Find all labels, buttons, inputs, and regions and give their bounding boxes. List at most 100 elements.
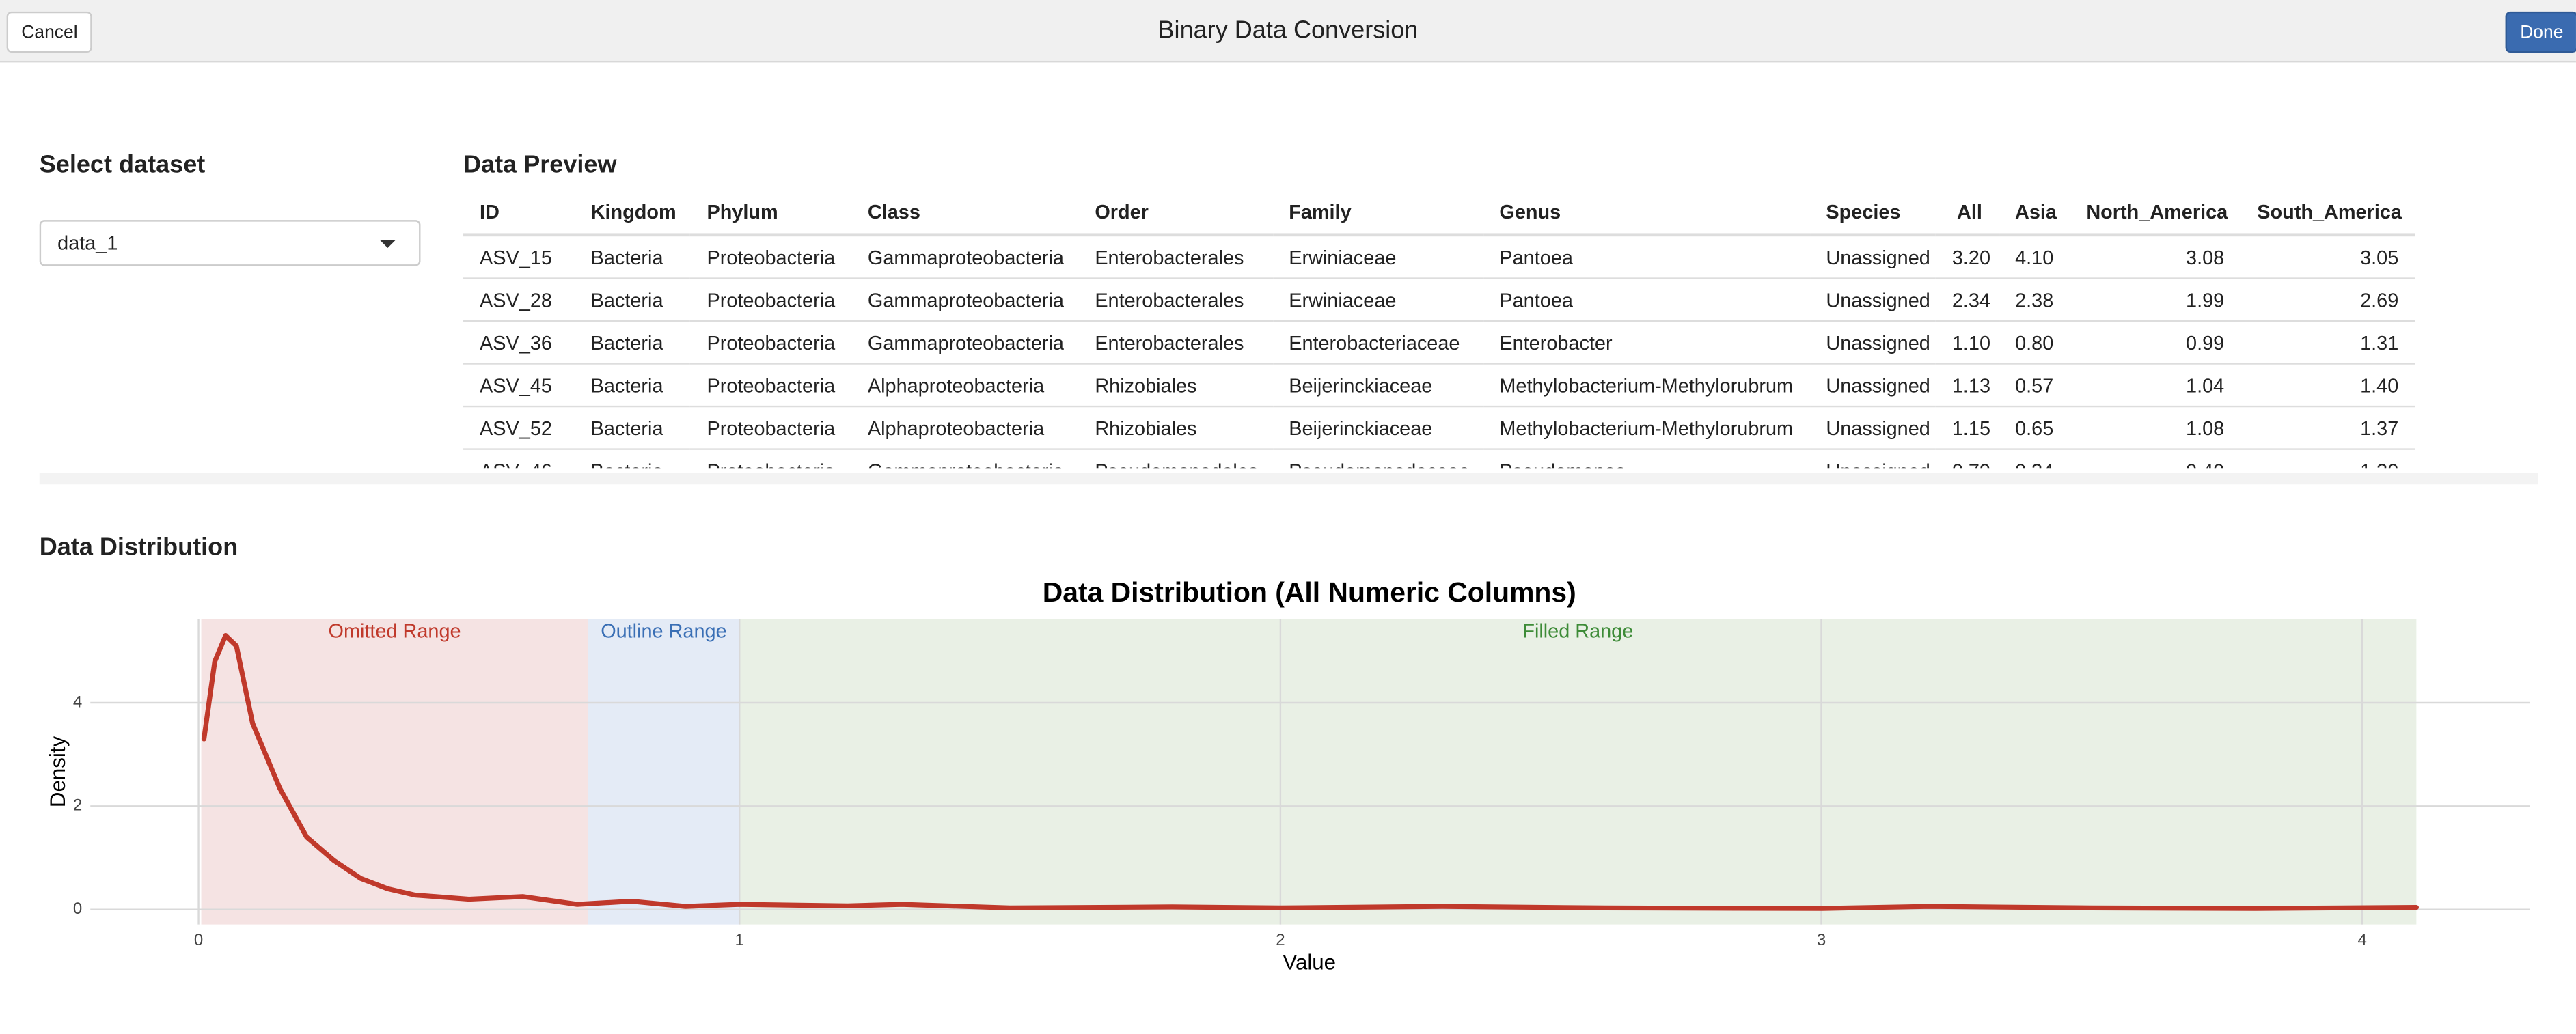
table-cell: Bacteria: [575, 321, 691, 364]
table-cell: Enterobacter: [1483, 321, 1809, 364]
preview-table: IDKingdomPhylumClassOrderFamilyGenusSpec…: [463, 191, 2415, 468]
table-cell: Bacteria: [575, 406, 691, 449]
table-cell: 2.38: [1999, 279, 2070, 322]
table-cell: Rhizobiales: [1078, 364, 1272, 407]
table-cell: 1.40: [2241, 364, 2415, 407]
range-label: Omitted Range: [329, 620, 461, 642]
table-cell: Unassigned: [1809, 449, 1935, 469]
column-header: South_America: [2241, 191, 2415, 235]
table-cell: Enterobacterales: [1078, 279, 1272, 322]
table-row: ASV_45BacteriaProteobacteriaAlphaproteob…: [463, 364, 2415, 407]
column-header: ID: [463, 191, 575, 235]
table-cell: Erwiniaceae: [1272, 279, 1483, 322]
table-cell: 0.65: [1999, 406, 2070, 449]
x-tick-label: 1: [735, 931, 744, 949]
table-cell: Rhizobiales: [1078, 406, 1272, 449]
header-row: IDKingdomPhylumClassOrderFamilyGenusSpec…: [463, 191, 2415, 235]
table-cell: ASV_28: [463, 279, 575, 322]
table-cell: Unassigned: [1809, 406, 1935, 449]
table-cell: 1.13: [1936, 364, 1999, 407]
table-cell: 1.99: [2070, 279, 2241, 322]
table-cell: 4.10: [1999, 235, 2070, 279]
table-cell: 3.20: [1936, 235, 1999, 279]
table-cell: Unassigned: [1809, 364, 1935, 407]
column-header: Species: [1809, 191, 1935, 235]
table-cell: Methylobacterium-Methylorubrum: [1483, 406, 1809, 449]
table-cell: Proteobacteria: [690, 449, 851, 469]
table-cell: ASV_46: [463, 449, 575, 469]
table-cell: 1.15: [1936, 406, 1999, 449]
chart-title: Data Distribution (All Numeric Columns): [1043, 576, 1576, 608]
select-value: data_1: [57, 232, 118, 255]
range-band: [588, 619, 740, 924]
table-cell: ASV_15: [463, 235, 575, 279]
table-cell: Bacteria: [575, 364, 691, 407]
table-cell: 0.40: [2070, 449, 2241, 469]
range-band: [739, 619, 2416, 924]
table-cell: Enterobacterales: [1078, 235, 1272, 279]
table-cell: 0.34: [1999, 449, 2070, 469]
table-row: ASV_28BacteriaProteobacteriaGammaproteob…: [463, 279, 2415, 322]
separator: [40, 473, 2538, 484]
table-cell: 2.34: [1936, 279, 1999, 322]
table-cell: Enterobacteriaceae: [1272, 321, 1483, 364]
table-cell: Gammaproteobacteria: [851, 449, 1078, 469]
table-cell: Pseudomonadaceae: [1272, 449, 1483, 469]
y-tick-label: 2: [73, 796, 82, 815]
table-cell: Erwiniaceae: [1272, 235, 1483, 279]
column-header: Phylum: [690, 191, 851, 235]
table-cell: Pseudomonas: [1483, 449, 1809, 469]
table-cell: 1.30: [2241, 449, 2415, 469]
table-cell: Gammaproteobacteria: [851, 279, 1078, 322]
range-label: Outline Range: [601, 620, 726, 642]
table-cell: Gammaproteobacteria: [851, 321, 1078, 364]
column-header: North_America: [2070, 191, 2241, 235]
column-header: Order: [1078, 191, 1272, 235]
table-cell: 3.05: [2241, 235, 2415, 279]
table-cell: Beijerinckiaceae: [1272, 364, 1483, 407]
column-header: All: [1936, 191, 1999, 235]
table-cell: 0.80: [1999, 321, 2070, 364]
table-cell: Bacteria: [575, 279, 691, 322]
y-axis-label: Density: [46, 736, 70, 808]
table-cell: Bacteria: [575, 449, 691, 469]
column-header: Genus: [1483, 191, 1809, 235]
table-cell: 3.08: [2070, 235, 2241, 279]
column-header: Family: [1272, 191, 1483, 235]
chart: Data Distribution (All Numeric Columns) …: [0, 558, 2576, 1001]
table-row: ASV_15BacteriaProteobacteriaGammaproteob…: [463, 235, 2415, 279]
table-row: ASV_52BacteriaProteobacteriaAlphaproteob…: [463, 406, 2415, 449]
x-tick-label: 4: [2358, 931, 2367, 949]
range-label: Filled Range: [1522, 620, 1633, 642]
table-cell: Pseudomonadales: [1078, 449, 1272, 469]
x-axis-label: Value: [1283, 951, 1336, 975]
table-cell: Methylobacterium-Methylorubrum: [1483, 364, 1809, 407]
table-cell: Alphaproteobacteria: [851, 406, 1078, 449]
table-cell: 1.10: [1936, 321, 1999, 364]
table-cell: Unassigned: [1809, 321, 1935, 364]
table-cell: Proteobacteria: [690, 406, 851, 449]
table-cell: ASV_36: [463, 321, 575, 364]
column-header: Asia: [1999, 191, 2070, 235]
table-row: ASV_36BacteriaProteobacteriaGammaproteob…: [463, 321, 2415, 364]
preview-title: Data Preview: [463, 151, 617, 179]
x-tick-label: 0: [194, 931, 203, 949]
dataset-select[interactable]: data_1: [40, 220, 421, 266]
table-cell: 1.08: [2070, 406, 2241, 449]
done-button[interactable]: Done: [2506, 12, 2576, 53]
table-cell: Unassigned: [1809, 235, 1935, 279]
table-cell: Gammaproteobacteria: [851, 235, 1078, 279]
table-cell: Alphaproteobacteria: [851, 364, 1078, 407]
table-cell: 0.99: [2070, 321, 2241, 364]
table-cell: ASV_52: [463, 406, 575, 449]
table-cell: 2.69: [2241, 279, 2415, 322]
table-scroll[interactable]: IDKingdomPhylumClassOrderFamilyGenusSpec…: [463, 191, 2435, 468]
table-cell: Proteobacteria: [690, 364, 851, 407]
y-tick-label: 0: [73, 899, 82, 918]
table-cell: 1.04: [2070, 364, 2241, 407]
table-cell: Pantoea: [1483, 235, 1809, 279]
column-header: Class: [851, 191, 1078, 235]
table-cell: 1.37: [2241, 406, 2415, 449]
